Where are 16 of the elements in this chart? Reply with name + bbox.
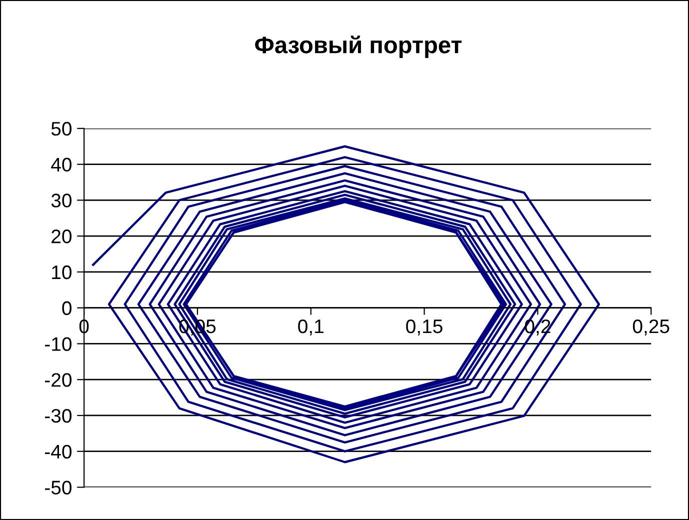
y-tick-label: 30 xyxy=(51,194,72,208)
y-tick-label: -50 xyxy=(45,480,72,494)
y-tick-label: -10 xyxy=(45,337,72,351)
y-tick-label: 50 xyxy=(51,122,72,136)
x-tick-label: 0,15 xyxy=(406,319,442,336)
y-tick-label: 20 xyxy=(52,230,72,244)
y-tick-label: -20 xyxy=(45,373,72,387)
y-tick-label: 0 xyxy=(62,301,72,316)
y-tick-label: 40 xyxy=(51,158,72,172)
x-tick-label: 0,1 xyxy=(298,319,324,336)
y-tick-label: -30 xyxy=(45,408,72,423)
y-tick-label: -40 xyxy=(45,444,72,459)
line-series xyxy=(92,145,600,464)
x-tick-label: 0,25 xyxy=(632,319,670,336)
y-tick-label: 10 xyxy=(52,265,72,280)
chart-title: Фазовый портрет xyxy=(255,36,462,58)
